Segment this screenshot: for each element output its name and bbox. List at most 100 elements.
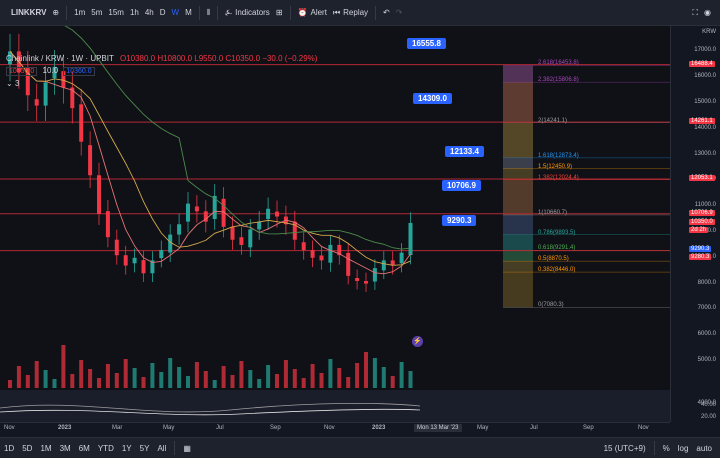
time-tick-label: 2023 [58, 425, 72, 431]
percent-scale-toggle[interactable]: % [662, 443, 670, 453]
candle-body [346, 252, 351, 276]
volume-bar [88, 369, 93, 388]
range-5y[interactable]: 5Y [139, 443, 150, 453]
volume-bar [408, 371, 413, 388]
oscillator-tick-label: 40.00 [700, 402, 716, 408]
snapshot-icon[interactable]: ◉ [704, 8, 711, 17]
fib-band [503, 272, 533, 308]
oscillator-line [0, 402, 421, 413]
candle-body [212, 195, 217, 219]
candle-body [186, 203, 190, 222]
sell-price[interactable]: 10350.0 [6, 67, 38, 76]
buy-price[interactable]: 10360.0 [63, 67, 95, 76]
chart-pane[interactable]: Chainlink / KRW · 1W · UPBIT O10380.0 H1… [0, 26, 670, 422]
candle-body [203, 211, 208, 222]
volume-bar [61, 345, 66, 388]
chart-type-icon[interactable]: ⫴ [206, 7, 211, 17]
time-tick-label: May [477, 425, 489, 431]
volume-bar [319, 373, 324, 388]
candle-body [114, 239, 119, 256]
range-3m[interactable]: 3M [59, 443, 71, 453]
price-label[interactable]: 14309.0 [413, 93, 452, 104]
candle-body [337, 244, 342, 256]
indicators-toggle[interactable]: ⌄ 3 [6, 79, 317, 88]
ohlc-values: O10380.0 H10800.0 L9550.0 C10350.0 −30.0… [119, 54, 318, 63]
indicators-button[interactable]: ⍼ Indicators [222, 0, 273, 26]
fib-band [503, 122, 533, 158]
price-tag: 9290.3 [689, 246, 712, 253]
volume-bar [105, 364, 110, 388]
lightning-icon[interactable]: ⚡ [412, 336, 423, 347]
volume-bar [79, 360, 84, 388]
time-tick-label: Sep [583, 425, 594, 431]
fib-level-label: 0.382(8446.0) [538, 267, 576, 274]
volume-bar [346, 377, 351, 388]
symbol-search-button[interactable]: LINKKRV [11, 8, 47, 17]
volume-bar [150, 363, 155, 388]
candle-body [221, 198, 226, 227]
templates-icon[interactable]: ⊞ [275, 8, 283, 17]
candle-body [79, 104, 84, 142]
range-1y[interactable]: 1Y [121, 443, 132, 453]
ma-line-fast [9, 51, 411, 275]
range-ytd[interactable]: YTD [97, 443, 114, 453]
range-all[interactable]: All [157, 443, 167, 453]
price-label[interactable]: 12133.4 [445, 146, 484, 157]
time-tick-label: Nov [638, 425, 649, 431]
candle-body [248, 229, 253, 248]
auto-scale-toggle[interactable]: auto [696, 443, 712, 453]
crosshair-date: Mon 13 Mar '23 [414, 424, 462, 432]
volume-bar [212, 380, 217, 388]
log-scale-toggle[interactable]: log [677, 443, 689, 453]
currency-label: KRW [702, 29, 716, 35]
chart-legend: Chainlink / KRW · 1W · UPBIT O10380.0 H1… [6, 54, 317, 88]
range-1d[interactable]: 1D [4, 443, 15, 453]
volume-bar [337, 368, 342, 388]
divider [375, 5, 377, 20]
volume-bar [328, 359, 333, 388]
divider [66, 5, 68, 20]
price-scale[interactable]: KRW 17000.0 16000.0 15000.0 14000.0 13000.0 1… [670, 26, 720, 422]
interval-1m[interactable]: 1m [74, 8, 86, 17]
price-label[interactable]: 10706.9 [442, 180, 481, 191]
price-label[interactable]: 9290.3 [442, 215, 477, 226]
price-tag: 12053.1 [689, 175, 715, 182]
symbol-title[interactable]: Chainlink / KRW · 1W · UPBIT [6, 54, 114, 63]
volume-bar [159, 372, 164, 388]
candle-body [123, 255, 128, 266]
candle-body [97, 175, 101, 214]
chart-canvas[interactable] [0, 26, 670, 422]
time-axis[interactable]: Nov2023MarMayJulSepNov2023MarMayJulSepNo… [0, 422, 670, 437]
volume-bar [114, 373, 119, 388]
bottom-toolbar: 1D 5D 1M 3M 6M YTD 1Y 5Y All ▦ 15 (UTC+9… [0, 437, 720, 458]
interval-m[interactable]: M [185, 8, 192, 17]
divider [217, 5, 219, 20]
replay-label: Replay [343, 8, 369, 17]
fib-level-label: 1(10660.7) [538, 209, 568, 216]
interval-1h[interactable]: 1h [129, 8, 139, 17]
redo-icon[interactable]: ↷ [395, 8, 403, 17]
replay-button[interactable]: ⏮ Replay [330, 0, 371, 26]
volume-bar [266, 365, 271, 388]
range-1m[interactable]: 1M [40, 443, 52, 453]
add-symbol-icon[interactable]: ⊕ [52, 8, 60, 17]
candle-body [25, 67, 30, 96]
goto-date-icon[interactable]: ▦ [183, 443, 191, 453]
interval-d[interactable]: D [159, 8, 166, 17]
undo-icon[interactable]: ↶ [383, 8, 390, 17]
range-5d[interactable]: 5D [22, 443, 33, 453]
timezone-button[interactable]: 15 (UTC+9) [603, 443, 646, 453]
fullscreen-icon[interactable]: ⛶ [692, 7, 699, 17]
price-label[interactable]: 16555.8 [407, 38, 446, 49]
range-6m[interactable]: 6M [78, 443, 90, 453]
fib-level-label: 2.382(15806.8) [538, 77, 579, 84]
fib-band [503, 65, 533, 83]
interval-15m[interactable]: 15m [108, 8, 124, 17]
spread-value: 10.0 [42, 66, 59, 75]
volume-bar [8, 380, 12, 388]
fib-level-label: 2.618(16453.8) [538, 60, 579, 67]
interval-w[interactable]: W [171, 8, 180, 17]
alert-button[interactable]: ⏰ Alert [295, 0, 330, 26]
interval-4h[interactable]: 4h [144, 8, 154, 17]
interval-5m[interactable]: 5m [91, 8, 103, 17]
